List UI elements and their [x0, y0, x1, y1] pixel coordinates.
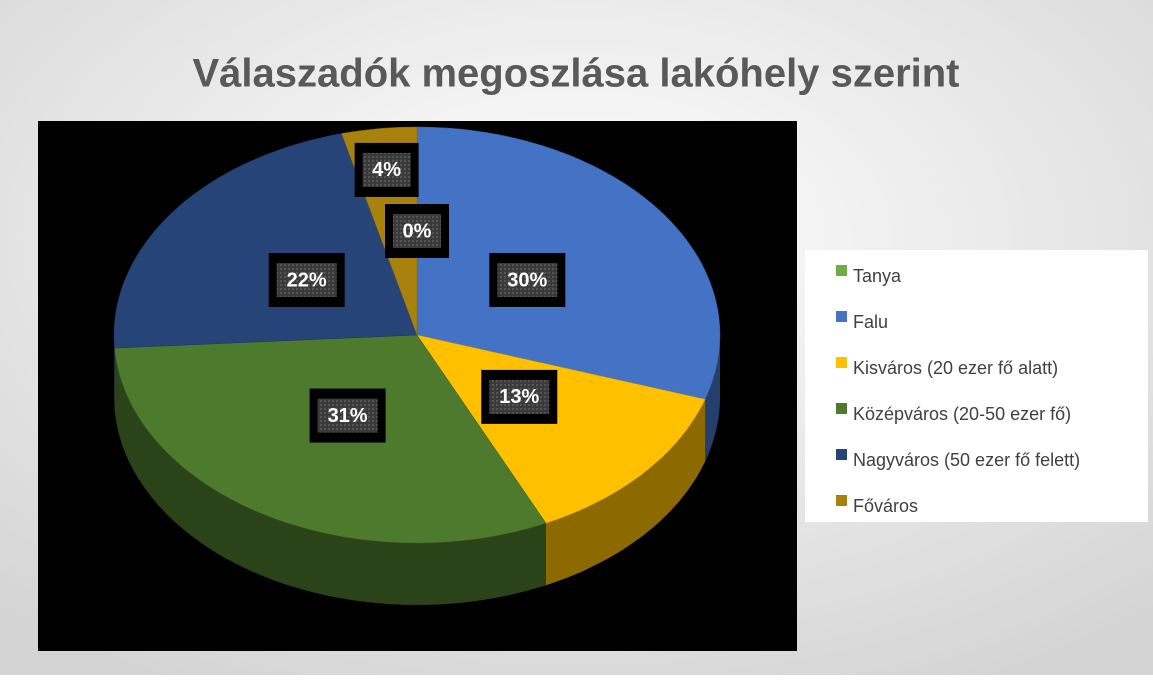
data-label: 30%: [507, 269, 547, 291]
legend-swatch: [836, 265, 847, 276]
slice-side: [546, 399, 706, 586]
data-label: 13%: [499, 386, 539, 408]
legend-swatch: [836, 449, 847, 460]
slice-side: [114, 348, 546, 605]
data-label: 4%: [372, 159, 401, 181]
legend-swatch: [836, 311, 847, 322]
data-label: 31%: [328, 405, 368, 427]
chart-title: Válaszadók megoszlása lakóhely szerint: [192, 52, 959, 96]
data-label-bg: [362, 152, 411, 187]
legend-swatch: [836, 403, 847, 414]
legend: [805, 250, 1148, 522]
slice: [416, 126, 721, 400]
legend-swatch: [836, 357, 847, 368]
legend-label: Főváros: [853, 496, 918, 516]
legend-label: Nagyváros (50 ezer fő felett): [853, 450, 1080, 470]
data-label-bg: [497, 262, 558, 297]
legend-label: Tanya: [853, 266, 902, 286]
data-label-bg: [489, 379, 550, 414]
slice-side: [114, 335, 115, 411]
legend-swatch: [836, 495, 847, 506]
data-label-bg: [276, 262, 337, 297]
data-label-bg: [317, 398, 378, 433]
data-label: 22%: [287, 269, 327, 291]
data-label-bg: [393, 214, 441, 248]
legend-label: Kisváros (20 ezer fő alatt): [853, 358, 1058, 378]
legend-label: Középváros (20-50 ezer fő): [853, 404, 1071, 424]
data-label: 0%: [403, 220, 432, 242]
slice-side: [705, 335, 720, 462]
legend-label: Falu: [853, 312, 888, 332]
